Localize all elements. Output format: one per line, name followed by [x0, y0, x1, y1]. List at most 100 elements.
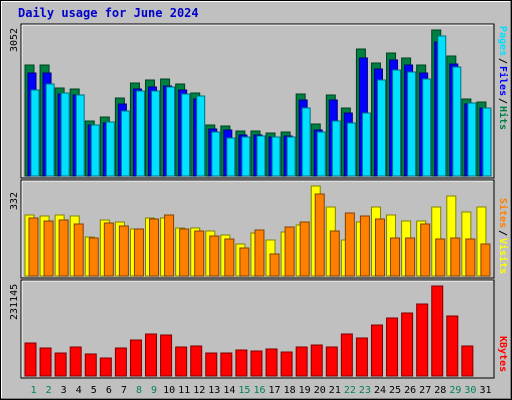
x-tick-label-3: 3: [61, 385, 67, 396]
x-tick-label-10: 10: [163, 385, 175, 396]
bar-kbytes-day-19: [295, 346, 308, 377]
x-tick-label-2: 2: [46, 385, 52, 396]
bar-pages-day-14: [226, 137, 236, 177]
bar-sites-day-30: [465, 238, 476, 277]
bar-kbytes-day-29: [446, 315, 459, 377]
legend-separator: /: [497, 230, 508, 237]
bar-pages-day-16: [256, 135, 266, 177]
bar-pages-day-15: [241, 136, 251, 177]
bar-sites-day-25: [390, 237, 401, 277]
x-tick-label-29: 29: [449, 385, 461, 396]
ymax-label-visits: 332: [9, 191, 20, 210]
x-tick-label-18: 18: [284, 385, 296, 396]
x-tick-label-5: 5: [91, 385, 97, 396]
bar-kbytes-day-20: [310, 344, 323, 377]
x-tick-label-17: 17: [269, 385, 281, 396]
bar-sites-day-15: [239, 247, 250, 277]
bar-sites-day-7: [118, 225, 129, 277]
bar-pages-day-25: [392, 69, 402, 177]
bar-sites-day-22: [344, 212, 355, 277]
x-tick-label-28: 28: [434, 385, 446, 396]
bar-kbytes-day-1: [24, 342, 37, 377]
x-tick-label-1: 1: [31, 385, 37, 396]
bar-kbytes-day-22: [340, 333, 353, 377]
bar-sites-day-31: [480, 243, 491, 277]
bar-pages-day-12: [196, 95, 206, 177]
bar-sites-day-17: [269, 253, 280, 277]
bar-sites-day-14: [224, 238, 235, 277]
bar-pages-day-5: [90, 124, 100, 177]
bar-pages-day-28: [437, 35, 447, 177]
bar-sites-day-10: [164, 214, 175, 277]
bar-kbytes-day-21: [325, 346, 338, 377]
bar-kbytes-day-2: [39, 347, 52, 377]
bar-kbytes-day-25: [386, 317, 399, 377]
x-tick-label-20: 20: [314, 385, 326, 396]
bar-kbytes-day-12: [190, 345, 203, 377]
bar-kbytes-day-4: [69, 346, 82, 377]
bar-pages-day-20: [316, 131, 326, 177]
bar-sites-day-9: [149, 218, 160, 277]
x-tick-label-24: 24: [374, 385, 386, 396]
bar-kbytes-day-17: [265, 348, 278, 377]
bar-pages-day-7: [120, 110, 130, 177]
bar-kbytes-day-8: [129, 339, 142, 377]
bar-sites-day-28: [435, 238, 446, 277]
bar-pages-day-27: [422, 78, 432, 177]
bar-sites-day-18: [284, 226, 295, 277]
bar-kbytes-day-10: [160, 334, 173, 377]
bar-kbytes-day-28: [431, 285, 444, 377]
bar-pages-day-21: [331, 120, 341, 177]
bar-pages-day-3: [60, 92, 70, 177]
legend-kbytes: KBytes: [497, 336, 508, 373]
bar-pages-day-17: [271, 136, 281, 177]
x-tick-label-26: 26: [404, 385, 416, 396]
bar-kbytes-day-13: [205, 352, 218, 377]
bar-kbytes-day-23: [355, 337, 368, 377]
bar-pages-day-13: [211, 131, 221, 177]
bar-sites-day-3: [58, 219, 69, 277]
x-tick-label-8: 8: [136, 385, 142, 396]
x-tick-label-27: 27: [419, 385, 431, 396]
bar-sites-day-21: [329, 230, 340, 277]
bar-pages-day-23: [361, 112, 371, 177]
bar-pages-day-24: [376, 79, 386, 177]
x-tick-label-6: 6: [106, 385, 112, 396]
bar-pages-day-1: [30, 89, 40, 177]
bar-kbytes-day-14: [220, 352, 233, 377]
legend-files: Files: [497, 66, 508, 97]
legend-pages: Pages: [497, 26, 508, 57]
legend-visits: Visits: [497, 238, 508, 275]
bar-kbytes-day-9: [145, 333, 158, 377]
bar-kbytes-day-6: [99, 357, 112, 377]
frame-highlight-left: [1, 1, 2, 399]
bar-pages-day-29: [452, 66, 462, 177]
bar-sites-day-29: [450, 237, 461, 277]
x-tick-label-19: 19: [299, 385, 311, 396]
x-tick-label-21: 21: [329, 385, 341, 396]
bar-kbytes-day-18: [280, 351, 293, 377]
bar-kbytes-day-5: [84, 353, 97, 377]
x-tick-label-25: 25: [389, 385, 401, 396]
bar-sites-day-24: [374, 218, 385, 277]
bar-pages-day-2: [45, 83, 55, 177]
legend-separator: /: [497, 58, 508, 65]
x-tick-label-7: 7: [121, 385, 127, 396]
bar-kbytes-day-16: [250, 350, 263, 377]
bar-pages-day-6: [105, 121, 115, 177]
bar-sites-day-26: [405, 237, 416, 277]
bar-pages-day-10: [166, 86, 176, 177]
bar-kbytes-day-30: [461, 345, 474, 377]
x-tick-label-31: 31: [479, 385, 491, 396]
x-tick-label-23: 23: [359, 385, 371, 396]
bar-sites-day-12: [194, 230, 205, 277]
frame-shadow-right: [510, 1, 511, 399]
legend-sites: Sites: [497, 198, 508, 229]
x-tick-label-13: 13: [208, 385, 220, 396]
bar-kbytes-day-7: [114, 347, 127, 377]
ymax-label-kbytes: 231145: [9, 283, 20, 320]
x-tick-label-30: 30: [464, 385, 476, 396]
bar-pages-day-11: [181, 93, 191, 177]
x-tick-label-22: 22: [344, 385, 356, 396]
bar-pages-day-18: [286, 136, 296, 177]
